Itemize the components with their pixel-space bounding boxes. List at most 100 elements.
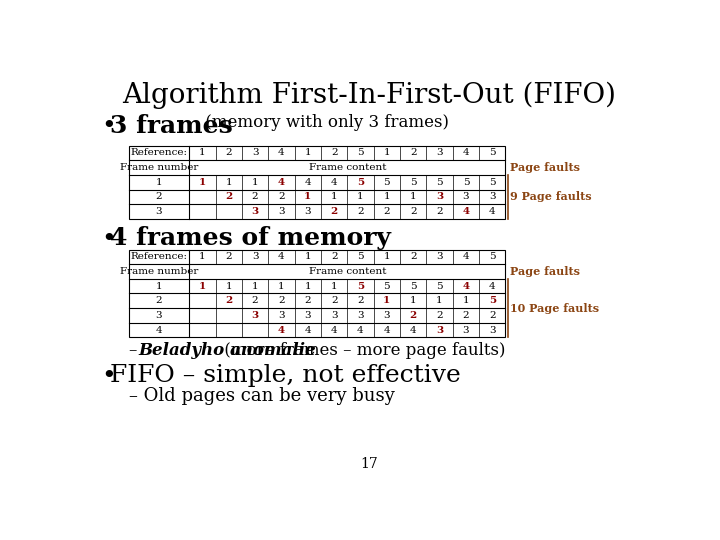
Text: 2: 2 xyxy=(225,192,233,201)
Text: 2: 2 xyxy=(156,296,162,305)
Text: 5: 5 xyxy=(357,282,364,291)
Text: 4: 4 xyxy=(278,148,284,158)
Text: Frame content: Frame content xyxy=(309,267,386,276)
Text: – Old pages can be very busy: – Old pages can be very busy xyxy=(129,387,395,404)
Text: 2: 2 xyxy=(225,252,232,261)
Text: 2: 2 xyxy=(156,192,162,201)
Text: 2: 2 xyxy=(252,192,258,201)
Text: 2: 2 xyxy=(357,207,364,216)
Text: 1: 1 xyxy=(305,148,311,158)
Text: 2: 2 xyxy=(305,296,311,305)
Text: 4: 4 xyxy=(330,178,338,187)
Text: 3 frames: 3 frames xyxy=(110,114,233,138)
Text: 1: 1 xyxy=(225,282,232,291)
Text: 2: 2 xyxy=(410,311,417,320)
Text: •: • xyxy=(101,363,116,388)
Text: 5: 5 xyxy=(436,178,443,187)
Text: 3: 3 xyxy=(436,192,443,201)
Text: 2: 2 xyxy=(225,148,232,158)
Text: 4: 4 xyxy=(462,282,469,291)
Text: 4: 4 xyxy=(489,207,495,216)
Text: 2: 2 xyxy=(384,207,390,216)
Text: 1: 1 xyxy=(156,178,162,187)
Text: 3: 3 xyxy=(357,311,364,320)
Text: 1: 1 xyxy=(225,178,232,187)
Text: 1: 1 xyxy=(199,178,206,187)
Text: Reference:: Reference: xyxy=(130,252,187,261)
Text: 5: 5 xyxy=(357,148,364,158)
Text: 1: 1 xyxy=(156,282,162,291)
Text: 1: 1 xyxy=(305,282,311,291)
Text: 1: 1 xyxy=(330,282,338,291)
Text: 2: 2 xyxy=(225,296,233,305)
Text: 3: 3 xyxy=(436,326,443,335)
Text: 5: 5 xyxy=(357,252,364,261)
Text: 3: 3 xyxy=(462,192,469,201)
Text: 5: 5 xyxy=(410,282,416,291)
Text: Frame number: Frame number xyxy=(120,267,198,276)
Text: –: – xyxy=(129,342,143,359)
Text: 1: 1 xyxy=(384,252,390,261)
Text: 2: 2 xyxy=(330,296,338,305)
Text: 3: 3 xyxy=(252,252,258,261)
Text: 3: 3 xyxy=(278,207,284,216)
Text: 3: 3 xyxy=(384,311,390,320)
Text: 2: 2 xyxy=(330,148,338,158)
Text: 5: 5 xyxy=(384,282,390,291)
Text: 5: 5 xyxy=(410,178,416,187)
Text: 4: 4 xyxy=(278,252,284,261)
Text: Frame content: Frame content xyxy=(309,163,386,172)
Text: 1: 1 xyxy=(462,296,469,305)
Text: (more frames – more page faults): (more frames – more page faults) xyxy=(219,342,505,359)
Text: 3: 3 xyxy=(156,207,162,216)
Text: 1: 1 xyxy=(199,282,206,291)
Text: 1: 1 xyxy=(278,282,284,291)
Text: Page faults: Page faults xyxy=(510,266,580,277)
Text: 5: 5 xyxy=(357,178,364,187)
Text: 5: 5 xyxy=(489,296,496,305)
Text: Algorithm First-In-First-Out (FIFO): Algorithm First-In-First-Out (FIFO) xyxy=(122,82,616,109)
Text: 10 Page faults: 10 Page faults xyxy=(510,302,599,314)
Text: 4: 4 xyxy=(305,326,311,335)
Text: 4: 4 xyxy=(156,326,162,335)
Text: 4 frames of memory: 4 frames of memory xyxy=(110,226,391,251)
Text: 3: 3 xyxy=(436,252,443,261)
Text: Beladyho anomalie: Beladyho anomalie xyxy=(139,342,317,359)
Text: Reference:: Reference: xyxy=(130,148,187,158)
Text: 2: 2 xyxy=(330,252,338,261)
Text: 1: 1 xyxy=(436,296,443,305)
Text: 5: 5 xyxy=(462,178,469,187)
Text: 3: 3 xyxy=(462,326,469,335)
Text: 3: 3 xyxy=(330,311,338,320)
Text: 2: 2 xyxy=(410,148,416,158)
Text: 3: 3 xyxy=(251,207,258,216)
Text: Frame number: Frame number xyxy=(120,163,198,172)
Text: 4: 4 xyxy=(410,326,416,335)
Text: 17: 17 xyxy=(360,457,378,471)
Text: •: • xyxy=(101,114,116,138)
Text: 2: 2 xyxy=(489,311,495,320)
Text: 4: 4 xyxy=(357,326,364,335)
Text: 5: 5 xyxy=(489,252,495,261)
Text: 3: 3 xyxy=(252,148,258,158)
Text: 4: 4 xyxy=(462,207,469,216)
Text: 4: 4 xyxy=(489,282,495,291)
Text: 3: 3 xyxy=(436,148,443,158)
Text: 2: 2 xyxy=(278,296,284,305)
Text: FIFO – simple, not effective: FIFO – simple, not effective xyxy=(110,363,461,387)
Text: (memory with only 3 frames): (memory with only 3 frames) xyxy=(200,114,449,131)
Text: 2: 2 xyxy=(410,252,416,261)
Text: 4: 4 xyxy=(305,178,311,187)
Text: 4: 4 xyxy=(384,326,390,335)
Text: Page faults: Page faults xyxy=(510,162,580,173)
Text: 5: 5 xyxy=(436,282,443,291)
Text: 1: 1 xyxy=(357,192,364,201)
Text: 2: 2 xyxy=(252,296,258,305)
Text: 1: 1 xyxy=(252,178,258,187)
Text: 1: 1 xyxy=(304,192,311,201)
Text: 2: 2 xyxy=(357,296,364,305)
Text: 2: 2 xyxy=(410,207,416,216)
Text: 3: 3 xyxy=(305,311,311,320)
Bar xyxy=(129,249,505,338)
Text: 2: 2 xyxy=(436,207,443,216)
